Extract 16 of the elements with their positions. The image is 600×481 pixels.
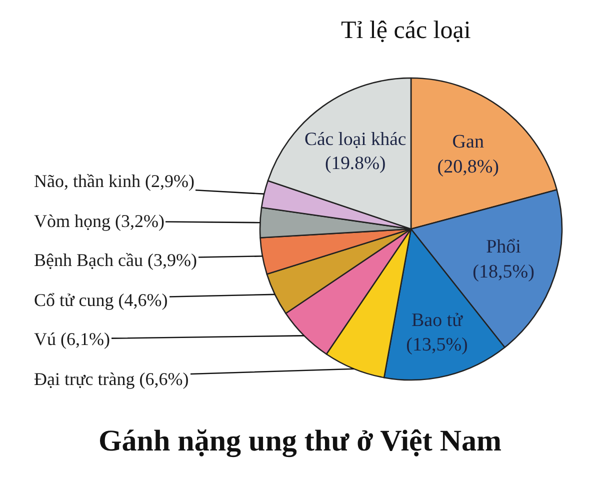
slice-label: Cổ tử cung (4,6%) (34, 290, 168, 310)
slice-label: Bệnh Bạch cầu (3,9%) (34, 250, 197, 270)
slice-label: Vòm họng (3,2%) (34, 211, 164, 231)
slice-label: Gan (452, 132, 484, 153)
slice-label: Não, thần kinh (2,9%) (34, 171, 194, 191)
text: Gánh nặng ung thư ở Việt Nam (98, 424, 502, 458)
slice-label: Vú (6,1%) (34, 329, 110, 349)
data-label: (20,8%) (437, 156, 499, 178)
chart-subtitle: Tỉ lệ các loại (341, 17, 471, 44)
data-label: (18,5%) (472, 261, 534, 282)
data-label: (13,5%) (406, 334, 468, 356)
slice-label: Đại trực tràng (6,6%) (34, 369, 189, 389)
data-label: (19.8%) (325, 153, 386, 174)
slice-label: Phổi (486, 236, 521, 258)
slice-label: Bao tử (412, 310, 464, 331)
slice-label: Các loại khác (304, 128, 406, 150)
